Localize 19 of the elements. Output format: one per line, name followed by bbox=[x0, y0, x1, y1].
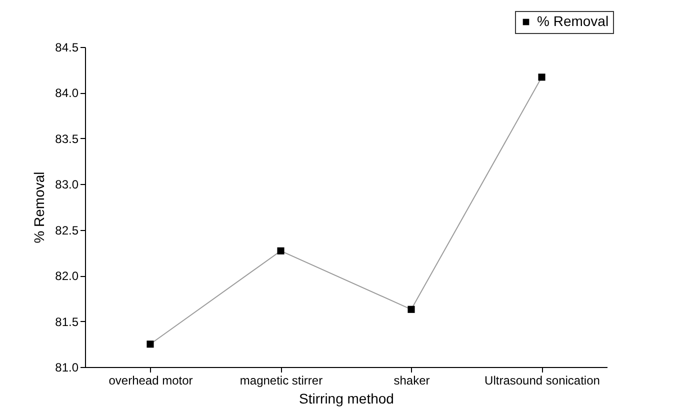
point bbox=[277, 247, 284, 254]
legend-label: % Removal bbox=[537, 13, 609, 29]
point bbox=[146, 340, 154, 348]
point bbox=[408, 306, 415, 313]
y-tick-label: 82.0 bbox=[55, 269, 79, 284]
x-tick-label: Ultrasound sonication bbox=[484, 374, 600, 388]
point bbox=[538, 74, 546, 81]
x-tick-label: magnetic stirrer bbox=[240, 374, 323, 388]
y-tick-label: 83.0 bbox=[55, 178, 79, 192]
y-tick-label: 84.0 bbox=[55, 86, 79, 100]
y-tick-label: 84.5 bbox=[55, 40, 79, 54]
y-axis-title: % Removal bbox=[31, 172, 48, 244]
x-tick-label: overhead motor bbox=[108, 374, 193, 388]
y-tick-label: 83.5 bbox=[55, 132, 79, 146]
x-tick-label: shaker bbox=[394, 374, 430, 388]
y-tick-label: 82.5 bbox=[55, 223, 79, 238]
y-tick-label: 81.0 bbox=[55, 360, 79, 374]
x-axis-title: Stirring method bbox=[299, 390, 394, 406]
y-tick-label: 81.5 bbox=[55, 314, 79, 329]
